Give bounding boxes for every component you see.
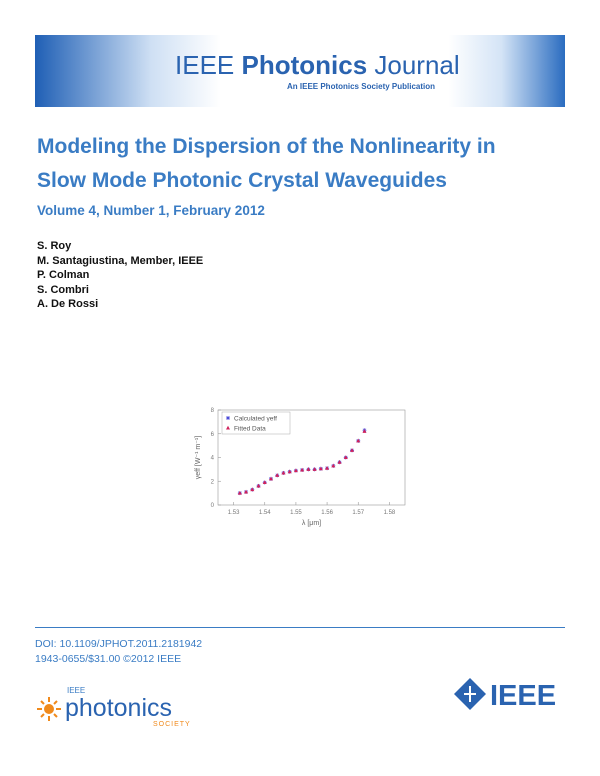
triangle-marker (250, 487, 255, 492)
society-ieee: IEEE (67, 686, 85, 695)
issn: 1943-0655/$31.00 ©2012 IEEE (35, 653, 182, 665)
journal-suffix: Journal (374, 50, 460, 80)
tagline: An IEEE Photonics Society Publication (287, 82, 436, 91)
author: S. Combri (37, 283, 89, 296)
y-tick-label: 6 (211, 432, 215, 438)
society-word: SOCIETY (153, 721, 191, 728)
triangle-marker (300, 467, 305, 472)
banner (35, 35, 565, 107)
triangle-marker (268, 476, 273, 481)
y-axis-label: γeff [W⁻¹ m⁻¹] (195, 436, 202, 479)
journal-name: IEEE Photonics Journal (175, 50, 460, 81)
society-name: photonics (65, 694, 172, 722)
triangle-marker (356, 438, 361, 443)
triangle-marker (318, 466, 323, 471)
y-tick-label: 8 (211, 408, 215, 414)
triangle-marker (237, 490, 242, 495)
x-tick-label: 1.53 (228, 510, 240, 516)
triangle-marker (275, 473, 280, 477)
ieee-text: IEEE (490, 680, 556, 712)
legend-label: Calculated γeff (234, 416, 277, 423)
ieee-logo: IEEE (454, 678, 556, 712)
legend-box (221, 411, 291, 435)
triangle-marker (362, 429, 367, 433)
legend-label: Fitted Data (234, 426, 266, 433)
triangle-marker (256, 483, 261, 488)
ieee-diamond-mark (464, 686, 476, 702)
x-tick-label: 1.57 (352, 510, 364, 516)
triangle-marker (226, 425, 230, 430)
triangle-marker (337, 460, 342, 464)
triangle-marker (312, 467, 317, 471)
x-axis-label: λ [μm] (302, 520, 321, 527)
triangle-marker (350, 448, 355, 452)
triangle-marker (306, 467, 311, 471)
y-tick-label: 2 (211, 479, 215, 485)
x-tick-label: 1.54 (259, 510, 271, 516)
sun-icon (37, 697, 61, 721)
triangle-marker (262, 480, 267, 484)
triangle-marker (287, 469, 292, 474)
triangle-marker (331, 463, 336, 468)
figure: 1.53 1.54 1.55 1.56 1.57 1.58 0 2 4 6 8 λ [μm] γeff … (195, 408, 406, 527)
doi: DOI: 10.1109/JPHOT.2011.2181942 (35, 638, 203, 650)
journal-prefix: IEEE (175, 50, 235, 80)
triangle-marker (281, 470, 286, 475)
author: A. De Rossi (37, 298, 99, 310)
triangle-marker (325, 465, 330, 470)
author: P. Colman (37, 269, 90, 281)
author: M. Santagiustina, Member, IEEE (37, 254, 204, 267)
triangle-marker (293, 468, 298, 473)
y-tick-label: 4 (211, 456, 215, 462)
title-line: Modeling the Dispersion of the Nonlinear… (37, 135, 496, 158)
x-tick-label: 1.58 (384, 510, 396, 516)
volume: Volume 4, Number 1, February 2012 (37, 203, 265, 218)
title-line: Slow Mode Photonic Crystal Waveguides (37, 169, 447, 192)
triangle-marker (343, 455, 348, 459)
y-tick-label: 0 (211, 503, 215, 509)
author: S. Roy (37, 240, 72, 252)
x-tick-label: 1.56 (321, 510, 333, 516)
star-marker (226, 416, 230, 420)
footer-rule (35, 627, 565, 628)
journal-main: Photonics (241, 50, 368, 80)
triangle-marker (244, 489, 249, 494)
society-logo: IEEE photonics SOCIETY (37, 686, 191, 728)
x-tick-label: 1.55 (290, 510, 302, 516)
